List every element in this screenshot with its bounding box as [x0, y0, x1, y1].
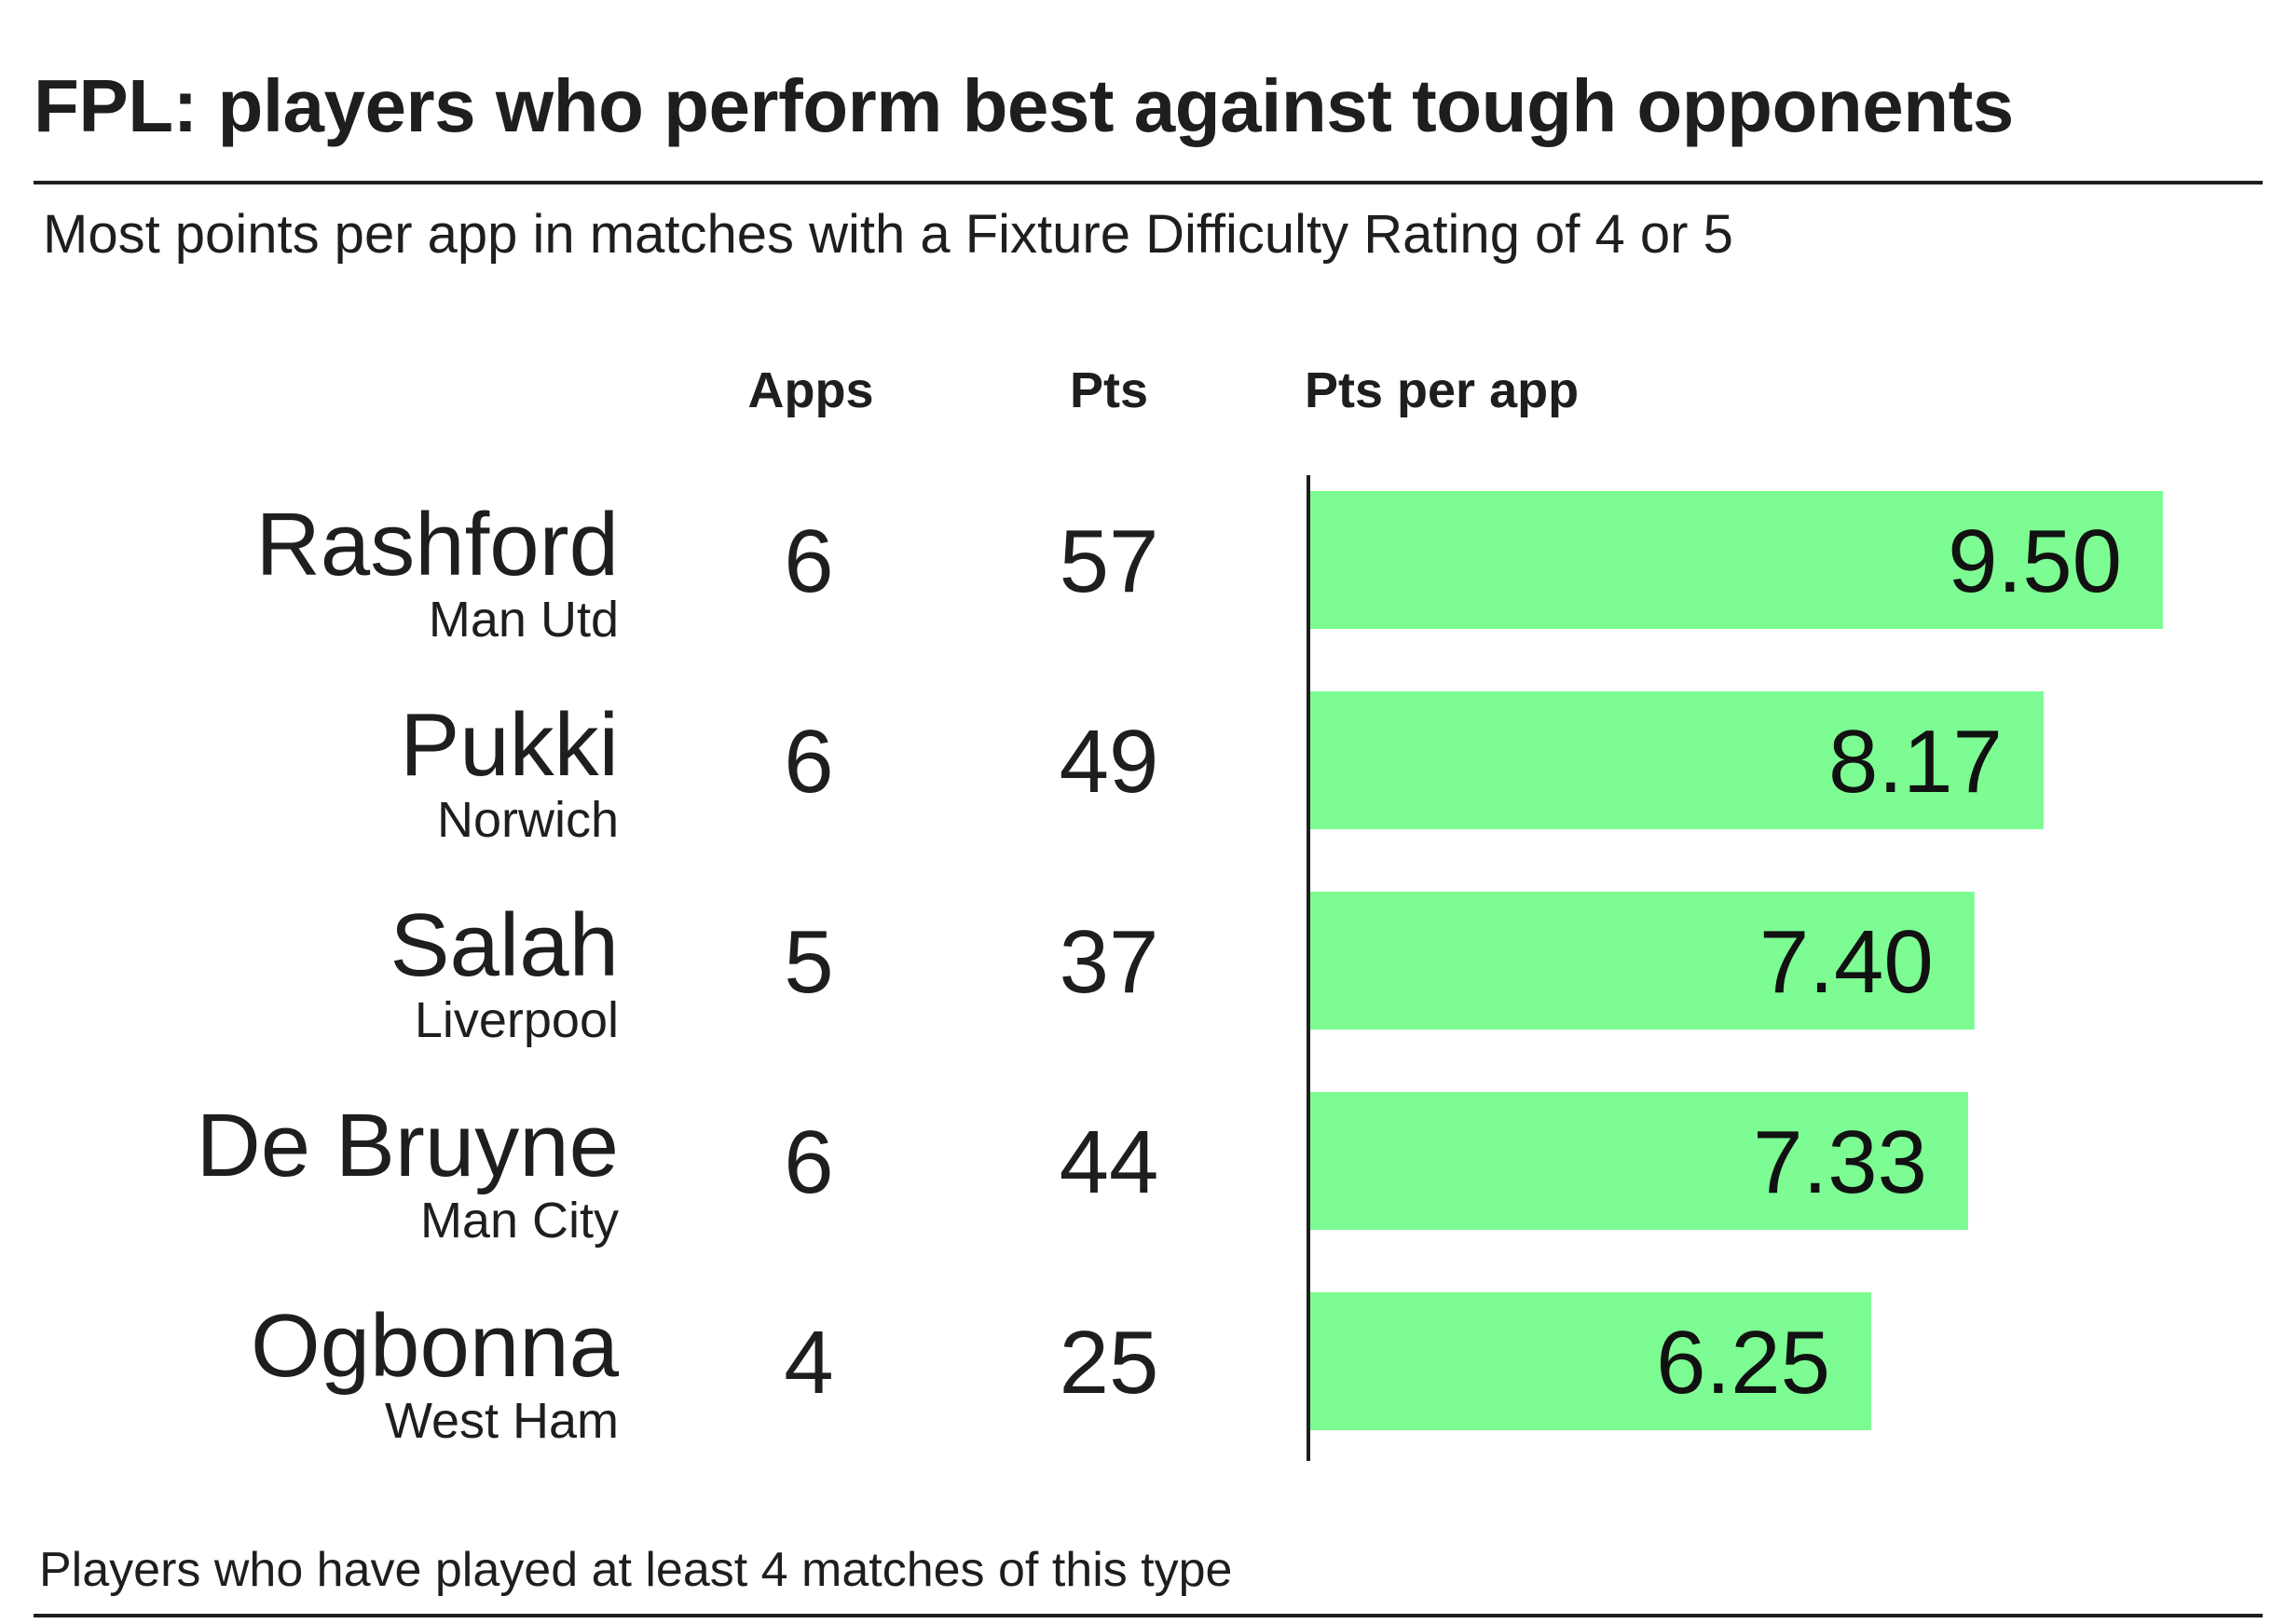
player-name: Ogbonna [251, 1296, 620, 1396]
bar-value-label: 7.40 [1759, 912, 1934, 1012]
team-name: West Ham [385, 1393, 619, 1449]
chart-title: FPL: players who perform best against to… [34, 64, 2014, 147]
bar-value-label: 7.33 [1753, 1112, 1927, 1212]
team-name: Man City [420, 1193, 619, 1249]
footer-rule [34, 1614, 2263, 1617]
player-name: Pukki [400, 695, 619, 795]
apps-value: 6 [784, 712, 833, 812]
column-header-pts: Pts [1070, 362, 1148, 418]
pts-value: 44 [1060, 1112, 1159, 1212]
apps-value: 6 [784, 1112, 833, 1212]
bar-pts-per-app [1310, 491, 2163, 629]
bar-value-label: 6.25 [1656, 1313, 1830, 1412]
bar-pts-per-app [1310, 892, 1975, 1030]
bar-pts-per-app [1310, 691, 2044, 829]
pts-value: 49 [1060, 712, 1159, 812]
title-rule [34, 181, 2263, 184]
bar-value-label: 8.17 [1828, 712, 2003, 812]
column-header-apps: Apps [748, 362, 874, 418]
apps-value: 5 [784, 912, 833, 1012]
player-name: Rashford [255, 495, 619, 594]
column-header-pts-per-app: Pts per app [1305, 362, 1579, 418]
player-name: Salah [390, 895, 619, 995]
pts-value: 57 [1060, 512, 1159, 611]
player-name: De Bruyne [196, 1096, 619, 1195]
bar-value-label: 9.50 [1948, 512, 2122, 611]
team-name: Man Utd [429, 592, 619, 648]
bar-pts-per-app [1310, 1092, 1968, 1230]
team-name: Norwich [437, 792, 619, 848]
apps-value: 4 [784, 1313, 833, 1412]
footnote: Players who have played at least 4 match… [39, 1543, 1233, 1597]
bar-pts-per-app [1310, 1292, 1871, 1430]
pts-value: 25 [1060, 1313, 1159, 1412]
pts-value: 37 [1060, 912, 1159, 1012]
team-name: Liverpool [415, 992, 619, 1048]
apps-value: 6 [784, 512, 833, 611]
chart-subtitle: Most points per app in matches with a Fi… [43, 204, 1733, 265]
